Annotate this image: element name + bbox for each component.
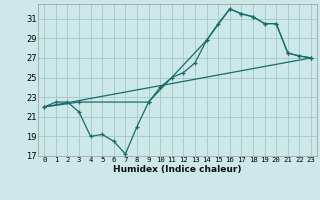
X-axis label: Humidex (Indice chaleur): Humidex (Indice chaleur): [113, 165, 242, 174]
